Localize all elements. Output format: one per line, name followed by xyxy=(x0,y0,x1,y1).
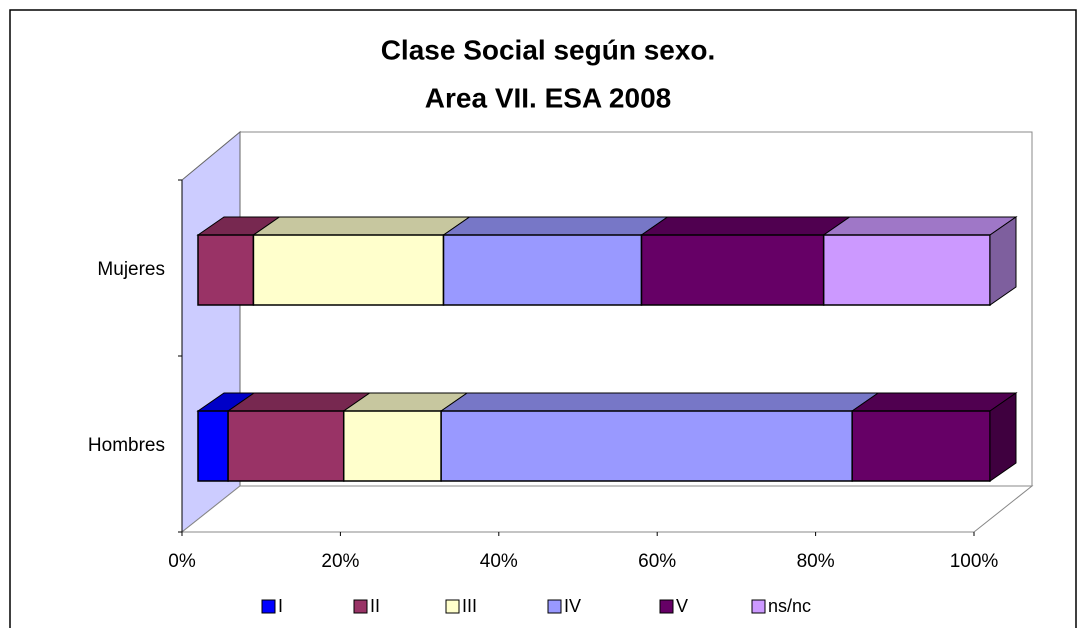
legend-label: I xyxy=(278,596,283,616)
legend-label: II xyxy=(370,596,380,616)
bar xyxy=(197,234,255,306)
bar xyxy=(342,410,442,482)
x-tick-label: 100% xyxy=(950,551,999,572)
bar-top xyxy=(822,216,1018,236)
chart-title: Clase Social según sexo. xyxy=(381,34,716,65)
bar-side xyxy=(989,392,1017,482)
x-tick-label: 40% xyxy=(480,551,518,572)
floor xyxy=(180,485,1034,533)
bar-top xyxy=(251,216,472,236)
legend-swatch xyxy=(547,599,562,614)
bar xyxy=(822,234,991,306)
legend-label: III xyxy=(462,596,477,616)
legend-swatch xyxy=(659,599,674,614)
category-label: Mujeres xyxy=(97,259,165,280)
legend-label: IV xyxy=(564,596,581,616)
bar-top xyxy=(639,216,852,236)
bar-top xyxy=(441,216,670,236)
x-tick-label: 0% xyxy=(168,551,196,572)
bar xyxy=(252,234,445,306)
legend-swatch xyxy=(445,599,460,614)
bar-side xyxy=(989,216,1017,306)
x-tick-label: 20% xyxy=(321,551,359,572)
bar xyxy=(442,234,643,306)
category-label: Hombres xyxy=(88,435,165,456)
legend-label: ns/nc xyxy=(768,596,811,616)
bar xyxy=(851,410,991,482)
bar xyxy=(440,410,853,482)
bar xyxy=(227,410,345,482)
bar xyxy=(640,234,825,306)
legend-swatch xyxy=(261,599,276,614)
legend-swatch xyxy=(751,599,766,614)
x-tick-label: 60% xyxy=(638,551,676,572)
x-tick-label: 80% xyxy=(797,551,835,572)
legend-label: V xyxy=(676,596,688,616)
bar-top xyxy=(850,392,1018,412)
bar-top xyxy=(439,392,880,412)
legend-swatch xyxy=(353,599,368,614)
chart-title: Area VII. ESA 2008 xyxy=(425,82,671,113)
bar xyxy=(197,410,229,482)
